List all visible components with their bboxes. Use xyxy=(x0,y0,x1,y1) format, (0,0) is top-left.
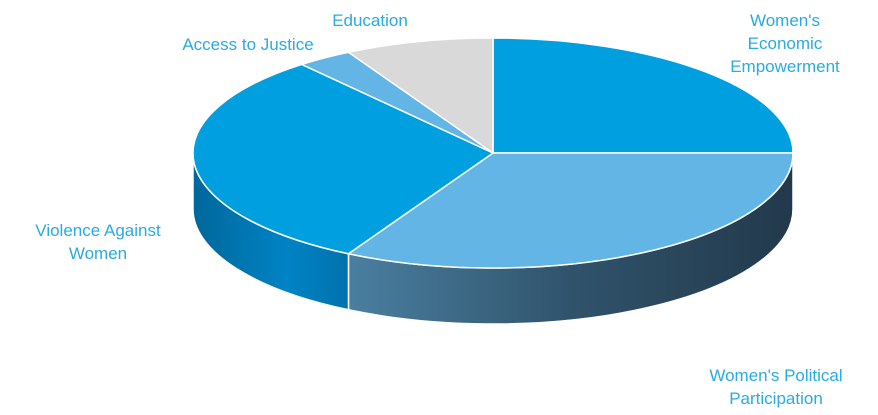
pie-top-faces xyxy=(192,37,794,269)
label-women-s-economic-empowerment: Women's Economic Empowerment xyxy=(730,11,840,76)
label-access-to-justice: Access to Justice xyxy=(182,35,313,54)
label-education: Education xyxy=(332,11,408,30)
label-violence-against-women: Violence Against Women xyxy=(35,221,161,263)
pie-slice-women-s-economic-empowerment xyxy=(492,37,794,154)
pie-slice-education xyxy=(347,37,494,154)
pie-slice-violence-against-women xyxy=(192,63,494,255)
pie-labels: Women's Economic Empowerment Women's Politi… xyxy=(35,11,842,408)
pie-slice-women-s-political-participation xyxy=(347,152,794,269)
label-women-s-political-participation: Women's Political Participation xyxy=(709,366,842,408)
